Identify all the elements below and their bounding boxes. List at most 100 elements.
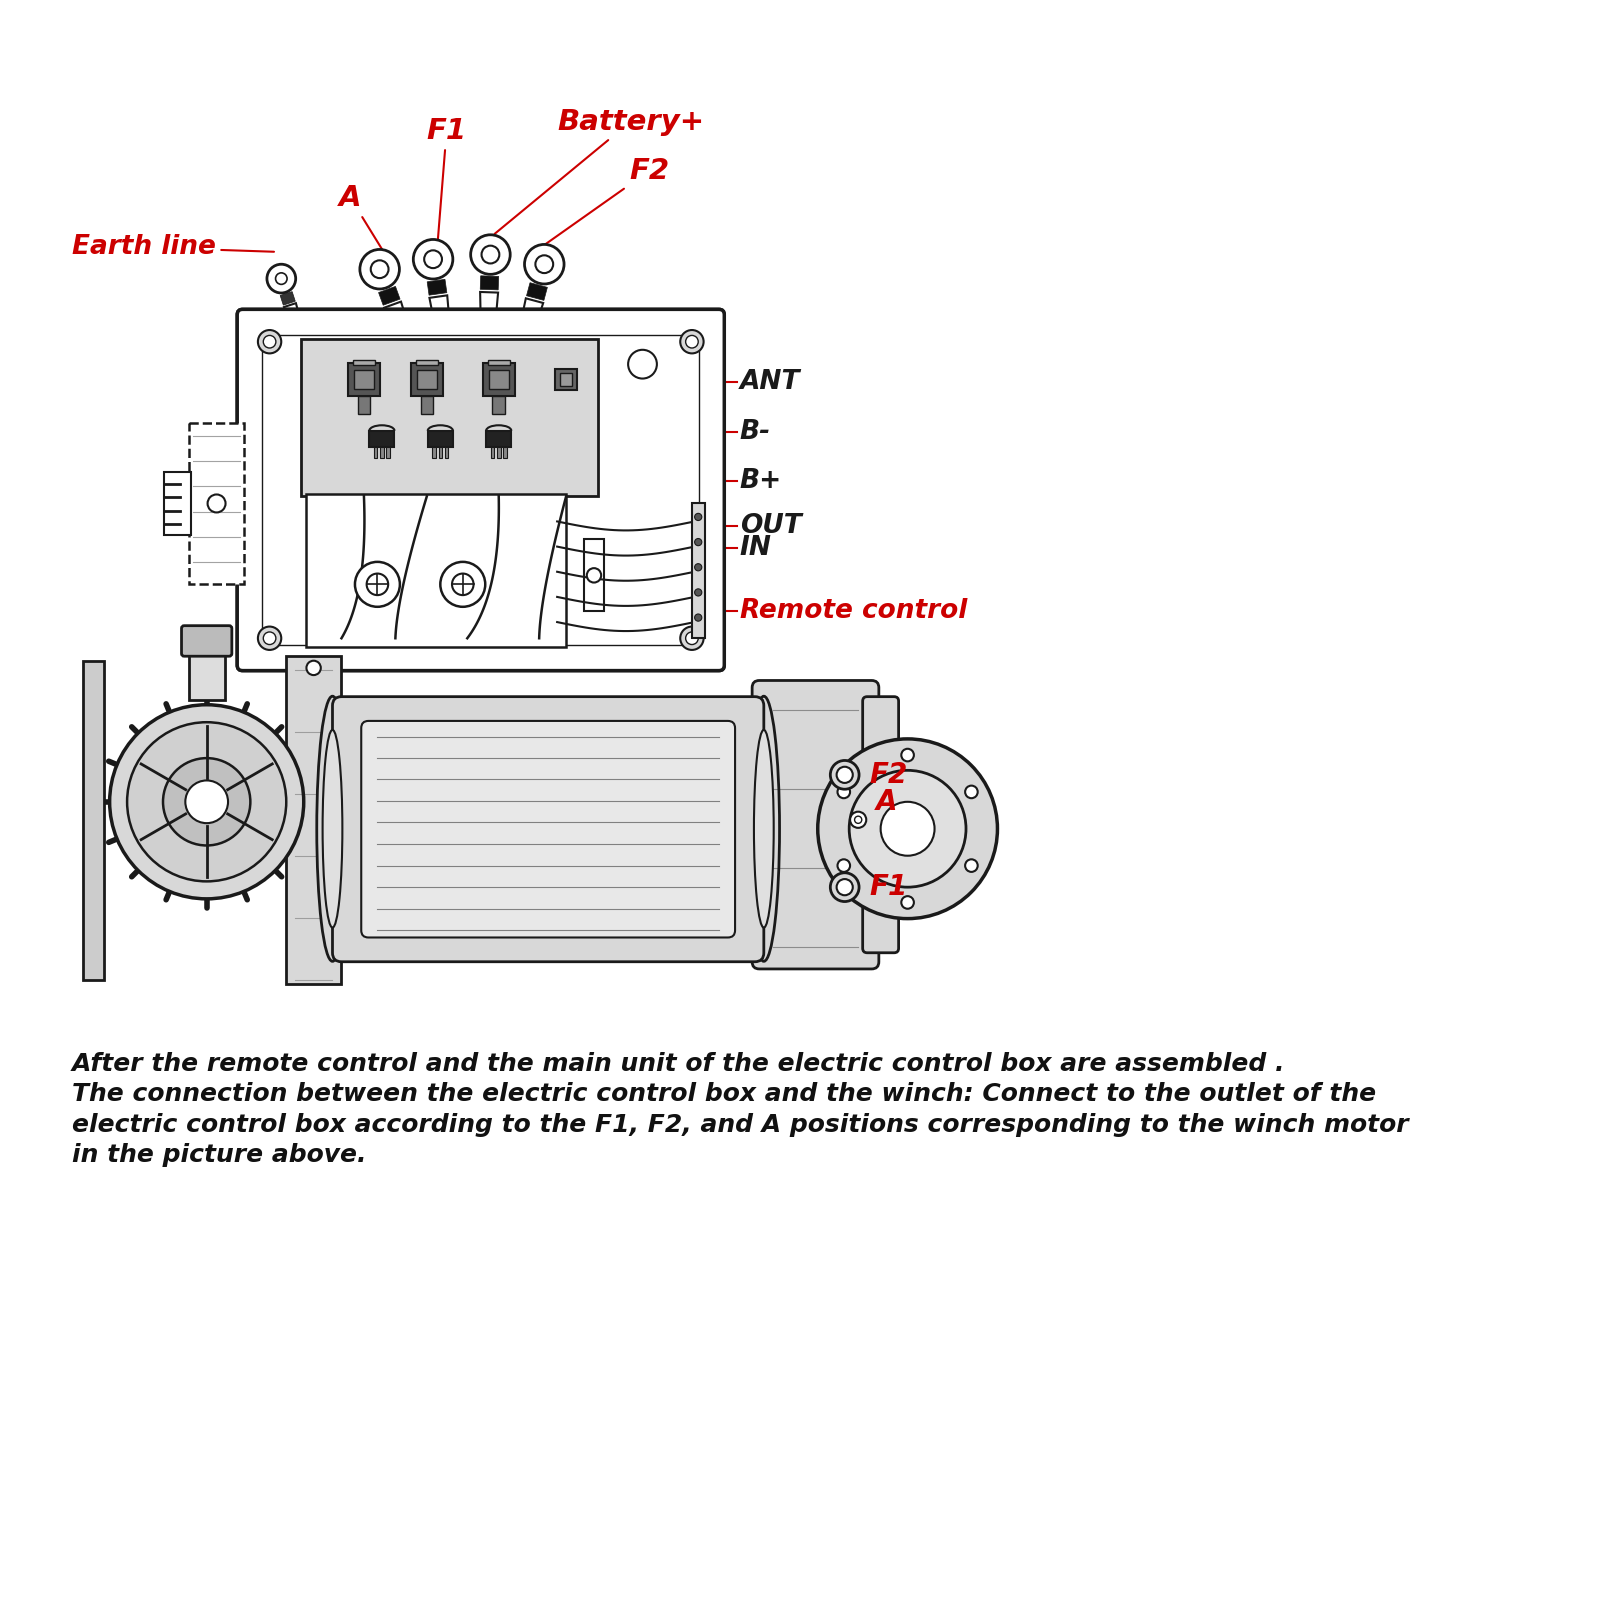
Circle shape [264, 632, 275, 645]
Text: After the remote control and the main unit of the electric control box are assem: After the remote control and the main un… [72, 1051, 1285, 1075]
Circle shape [208, 494, 226, 512]
Bar [301, 339, 597, 496]
Bar [584, 539, 603, 611]
Circle shape [818, 739, 997, 918]
Circle shape [536, 256, 554, 274]
Bar [491, 446, 494, 458]
Polygon shape [515, 298, 542, 350]
Circle shape [360, 250, 400, 290]
Bar [387, 446, 390, 458]
Circle shape [453, 573, 474, 595]
Text: IN: IN [739, 536, 771, 562]
Circle shape [413, 240, 453, 278]
Text: in the picture above.: in the picture above. [72, 1144, 366, 1168]
Bar [427, 430, 453, 446]
Circle shape [694, 539, 702, 546]
Bar [83, 661, 104, 979]
Ellipse shape [323, 730, 342, 928]
Text: The connection between the electric control box and the winch: Connect to the ou: The connection between the electric cont… [72, 1082, 1376, 1106]
Circle shape [525, 245, 565, 283]
Bar [306, 494, 566, 648]
Text: Battery+: Battery+ [494, 107, 704, 234]
Bar [555, 368, 578, 390]
Circle shape [440, 562, 485, 606]
Circle shape [275, 274, 286, 285]
Text: ANT: ANT [739, 370, 800, 395]
Bar [445, 446, 448, 458]
Bar [358, 395, 370, 413]
Circle shape [126, 722, 286, 882]
Circle shape [901, 749, 914, 762]
Polygon shape [384, 302, 416, 354]
Ellipse shape [749, 696, 779, 962]
Bar [347, 363, 381, 395]
Circle shape [258, 627, 282, 650]
Circle shape [830, 872, 859, 901]
Bar [438, 446, 442, 458]
Circle shape [264, 336, 275, 347]
Text: F2: F2 [870, 762, 909, 789]
Bar [490, 370, 509, 389]
Text: OUT: OUT [739, 514, 802, 539]
Text: A: A [339, 184, 386, 254]
Circle shape [850, 811, 866, 827]
Circle shape [837, 878, 853, 896]
Polygon shape [280, 291, 296, 306]
Circle shape [680, 627, 704, 650]
Circle shape [694, 614, 702, 621]
Text: B-: B- [739, 419, 771, 445]
Circle shape [267, 264, 296, 293]
Circle shape [587, 568, 602, 582]
Circle shape [371, 261, 389, 278]
Circle shape [965, 786, 978, 798]
Polygon shape [480, 275, 499, 290]
Text: A: A [877, 787, 898, 816]
Circle shape [965, 859, 978, 872]
Bar [163, 472, 190, 534]
Text: F1: F1 [870, 874, 909, 901]
Polygon shape [526, 283, 547, 301]
Circle shape [110, 704, 304, 899]
FancyBboxPatch shape [237, 309, 725, 670]
Text: Earth line: Earth line [72, 234, 274, 261]
Bar [418, 370, 437, 389]
Bar [374, 446, 378, 458]
Text: F2: F2 [544, 157, 669, 246]
Polygon shape [427, 280, 446, 294]
Circle shape [837, 859, 850, 872]
Bar [370, 430, 395, 446]
Circle shape [686, 632, 698, 645]
Circle shape [470, 235, 510, 274]
FancyBboxPatch shape [181, 626, 232, 656]
Circle shape [880, 802, 934, 856]
Bar [354, 360, 374, 365]
Circle shape [694, 563, 702, 571]
Text: F1: F1 [427, 117, 467, 240]
Circle shape [482, 246, 499, 264]
Circle shape [355, 562, 400, 606]
Circle shape [694, 514, 702, 520]
Circle shape [854, 816, 862, 824]
Circle shape [830, 760, 859, 789]
Polygon shape [480, 291, 498, 342]
Circle shape [694, 589, 702, 597]
Circle shape [307, 661, 322, 675]
Bar [493, 395, 506, 413]
Circle shape [366, 573, 389, 595]
Bar [560, 373, 573, 386]
FancyBboxPatch shape [752, 680, 878, 970]
Circle shape [629, 350, 658, 379]
Circle shape [850, 770, 966, 886]
Circle shape [258, 330, 282, 354]
Circle shape [837, 786, 850, 798]
Bar [354, 370, 374, 389]
Bar [189, 651, 224, 701]
Bar [498, 446, 501, 458]
Circle shape [680, 330, 704, 354]
Circle shape [686, 336, 698, 347]
Bar [432, 446, 435, 458]
Text: Remote control: Remote control [739, 598, 966, 624]
Circle shape [901, 896, 914, 909]
FancyBboxPatch shape [862, 696, 899, 952]
Bar [483, 363, 515, 395]
